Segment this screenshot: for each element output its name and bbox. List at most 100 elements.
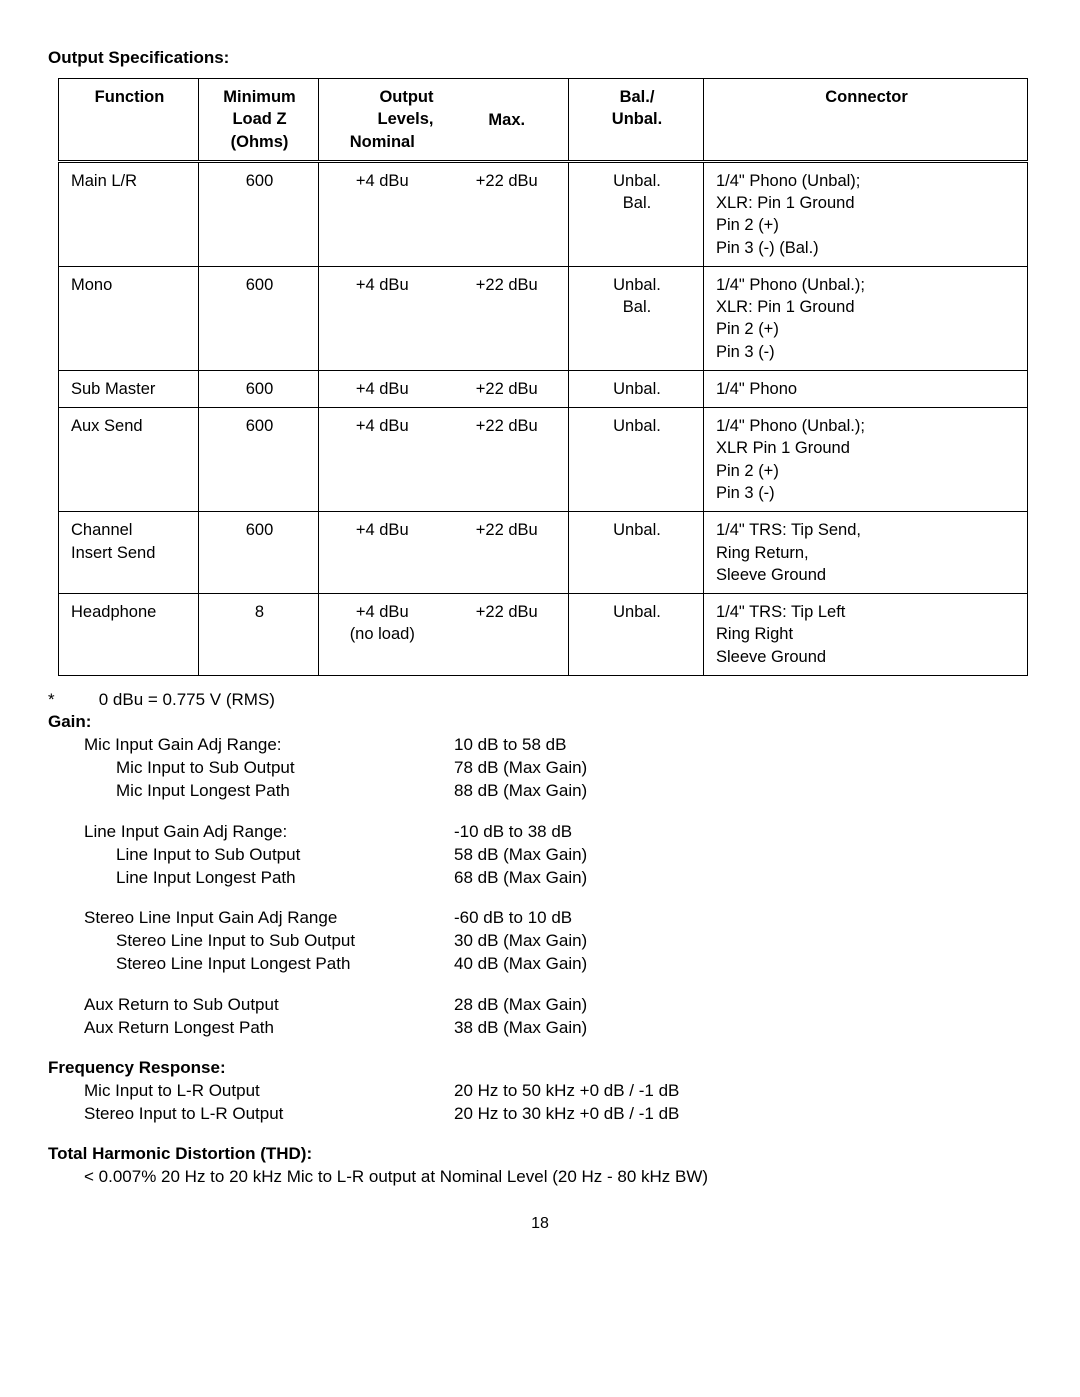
table-cell: 600 xyxy=(199,408,319,512)
footnote: * 0 dBu = 0.775 V (RMS) xyxy=(48,690,1032,710)
table-cell: +4 dBu xyxy=(319,161,444,266)
table-cell: +22 dBu xyxy=(444,594,569,676)
table-row: Channel Insert Send600+4 dBu+22 dBuUnbal… xyxy=(59,512,1028,594)
freq-value: 20 Hz to 50 kHz +0 dB / -1 dB xyxy=(454,1080,679,1103)
freq-response-block: Mic Input to L-R Output20 Hz to 50 kHz +… xyxy=(84,1080,1032,1126)
heading-gain: Gain: xyxy=(48,712,1032,732)
gain-row: Line Input to Sub Output58 dB (Max Gain) xyxy=(84,844,1032,867)
table-row: Main L/R600+4 dBu+22 dBuUnbal. Bal.1/4" … xyxy=(59,161,1028,266)
table-header-row: Function Minimum Load Z (Ohms) Output Le… xyxy=(59,79,1028,162)
table-row: Headphone8+4 dBu (no load)+22 dBuUnbal.1… xyxy=(59,594,1028,676)
table-cell: 600 xyxy=(199,370,319,407)
table-cell: Main L/R xyxy=(59,161,199,266)
table-cell: Mono xyxy=(59,266,199,370)
gain-value: -10 dB to 38 dB xyxy=(454,821,572,844)
gain-label: Line Input Gain Adj Range: xyxy=(84,821,454,844)
gain-value: 68 dB (Max Gain) xyxy=(454,867,587,890)
table-cell: +4 dBu xyxy=(319,408,444,512)
gain-row: Stereo Line Input Gain Adj Range-60 dB t… xyxy=(84,907,1032,930)
gain-label: Aux Return to Sub Output xyxy=(84,994,454,1017)
table-cell: Unbal. Bal. xyxy=(569,266,704,370)
table-cell: +4 dBu (no load) xyxy=(319,594,444,676)
table-cell: Unbal. xyxy=(569,370,704,407)
col-nominal-label: Nominal xyxy=(350,133,415,151)
table-cell: 600 xyxy=(199,512,319,594)
col-bal-l2: Unbal. xyxy=(612,110,662,128)
col-nominal: Output Levels, Nominal xyxy=(319,79,444,162)
freq-value: 20 Hz to 30 kHz +0 dB / -1 dB xyxy=(454,1103,679,1126)
col-bal-l1: Bal./ xyxy=(620,88,655,106)
gain-sub-label: Line Input to Sub Output xyxy=(84,844,454,867)
gain-sub-label: Stereo Line Input to Sub Output xyxy=(84,930,454,953)
col-min-load-l3: (Ohms) xyxy=(231,133,289,151)
table-cell: +22 dBu xyxy=(444,512,569,594)
col-min-load-l2: Load Z xyxy=(232,110,286,128)
gain-value: -60 dB to 10 dB xyxy=(454,907,572,930)
gain-sub-label: Line Input Longest Path xyxy=(84,867,454,890)
table-cell: 1/4" Phono (Unbal.); XLR: Pin 1 Ground P… xyxy=(704,266,1028,370)
table-cell: 1/4" TRS: Tip Left Ring Right Sleeve Gro… xyxy=(704,594,1028,676)
gain-row: Stereo Line Input Longest Path40 dB (Max… xyxy=(84,953,1032,976)
table-cell: Unbal. xyxy=(569,408,704,512)
table-cell: Unbal. xyxy=(569,512,704,594)
gain-value: 58 dB (Max Gain) xyxy=(454,844,587,867)
table-cell: 1/4" TRS: Tip Send, Ring Return, Sleeve … xyxy=(704,512,1028,594)
table-row: Mono600+4 dBu+22 dBuUnbal. Bal.1/4" Phon… xyxy=(59,266,1028,370)
table-cell: +4 dBu xyxy=(319,266,444,370)
gain-row: Mic Input Gain Adj Range:10 dB to 58 dB xyxy=(84,734,1032,757)
heading-thd: Total Harmonic Distortion (THD): xyxy=(48,1144,1032,1164)
gain-row: Aux Return to Sub Output28 dB (Max Gain) xyxy=(84,994,1032,1017)
table-cell: +4 dBu xyxy=(319,512,444,594)
table-cell: +22 dBu xyxy=(444,370,569,407)
table-cell: +22 dBu xyxy=(444,161,569,266)
gain-sub-label: Mic Input Longest Path xyxy=(84,780,454,803)
gain-value: 30 dB (Max Gain) xyxy=(454,930,587,953)
table-cell: Headphone xyxy=(59,594,199,676)
heading-output-spec: Output Specifications: xyxy=(48,48,1032,68)
table-cell: 1/4" Phono (Unbal.); XLR Pin 1 Ground Pi… xyxy=(704,408,1028,512)
gain-value: 40 dB (Max Gain) xyxy=(454,953,587,976)
gain-label: Stereo Line Input Gain Adj Range xyxy=(84,907,454,930)
gain-value: 28 dB (Max Gain) xyxy=(454,994,587,1017)
gain-row: Stereo Line Input to Sub Output30 dB (Ma… xyxy=(84,930,1032,953)
table-row: Sub Master600+4 dBu+22 dBuUnbal.1/4" Pho… xyxy=(59,370,1028,407)
gain-value: 88 dB (Max Gain) xyxy=(454,780,587,803)
table-cell: 1/4" Phono (Unbal); XLR: Pin 1 Ground Pi… xyxy=(704,161,1028,266)
col-function: Function xyxy=(59,79,199,162)
freq-label: Stereo Input to L-R Output xyxy=(84,1103,454,1126)
table-cell: Channel Insert Send xyxy=(59,512,199,594)
table-cell: 600 xyxy=(199,161,319,266)
gain-value: 10 dB to 58 dB xyxy=(454,734,566,757)
gain-label: Mic Input Gain Adj Range: xyxy=(84,734,454,757)
gain-row: Mic Input to Sub Output78 dB (Max Gain) xyxy=(84,757,1032,780)
gain-row: Aux Return Longest Path38 dB (Max Gain) xyxy=(84,1017,1032,1040)
col-bal: Bal./ Unbal. xyxy=(569,79,704,162)
gain-group: Line Input Gain Adj Range:-10 dB to 38 d… xyxy=(84,821,1032,890)
col-min-load-l1: Minimum xyxy=(223,88,295,106)
table-cell: 600 xyxy=(199,266,319,370)
footnote-asterisk: * xyxy=(48,690,94,710)
col-connector: Connector xyxy=(704,79,1028,162)
output-spec-table: Function Minimum Load Z (Ohms) Output Le… xyxy=(58,78,1028,676)
freq-row: Mic Input to L-R Output20 Hz to 50 kHz +… xyxy=(84,1080,1032,1103)
table-cell: Unbal. xyxy=(569,594,704,676)
gain-row: Line Input Longest Path68 dB (Max Gain) xyxy=(84,867,1032,890)
freq-row: Stereo Input to L-R Output20 Hz to 30 kH… xyxy=(84,1103,1032,1126)
gain-value: 78 dB (Max Gain) xyxy=(454,757,587,780)
col-max-label: Max. xyxy=(488,111,525,129)
page-number: 18 xyxy=(48,1215,1032,1233)
table-cell: Aux Send xyxy=(59,408,199,512)
table-cell: +4 dBu xyxy=(319,370,444,407)
freq-label: Mic Input to L-R Output xyxy=(84,1080,454,1103)
gain-sub-label: Stereo Line Input Longest Path xyxy=(84,953,454,976)
gain-sub-label: Aux Return Longest Path xyxy=(84,1017,454,1040)
gain-value: 38 dB (Max Gain) xyxy=(454,1017,587,1040)
col-output-levels-label: Output Levels, xyxy=(331,86,434,131)
table-cell: Sub Master xyxy=(59,370,199,407)
col-min-load: Minimum Load Z (Ohms) xyxy=(199,79,319,162)
heading-freq-response: Frequency Response: xyxy=(48,1058,1032,1078)
gain-row: Line Input Gain Adj Range:-10 dB to 38 d… xyxy=(84,821,1032,844)
gain-group: Stereo Line Input Gain Adj Range-60 dB t… xyxy=(84,907,1032,976)
table-cell: 1/4" Phono xyxy=(704,370,1028,407)
gain-row: Mic Input Longest Path88 dB (Max Gain) xyxy=(84,780,1032,803)
